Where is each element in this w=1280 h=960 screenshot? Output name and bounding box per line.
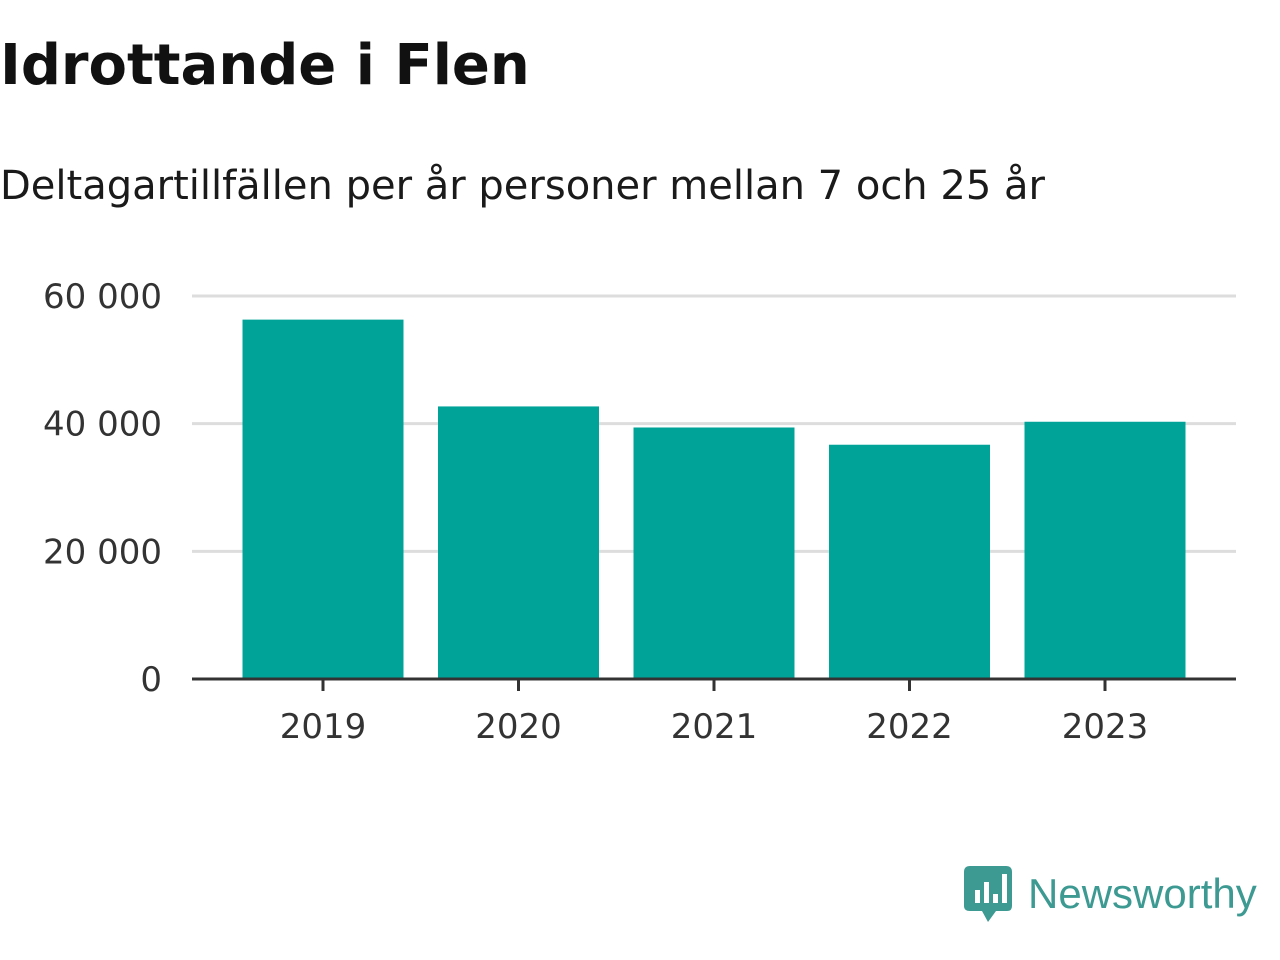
y-tick-label: 0 [140, 660, 162, 700]
brand-name: Newsworthy [1028, 870, 1257, 917]
y-tick-label: 40 000 [43, 405, 162, 445]
bar-2023 [1024, 421, 1186, 679]
y-tick-label: 60 000 [43, 277, 162, 317]
bar-2020 [438, 406, 599, 679]
chart-subtitle: Deltagartillfällen per år personer mella… [0, 163, 1045, 209]
bar-chart: 0 20 000 40 000 60 000 2019 2020 2021 2022 2023 [43, 277, 1236, 747]
axes: 0 20 000 40 000 60 000 2019 2020 2021 2022 2023 [43, 277, 1236, 747]
x-tick-label: 2019 [280, 707, 367, 747]
y-tick-label: 20 000 [43, 532, 162, 572]
x-tick-label: 2023 [1062, 707, 1149, 747]
x-tick-label: 2020 [475, 707, 562, 747]
bar-2022 [829, 444, 990, 679]
brand: Newsworthy [962, 864, 1257, 924]
bars [242, 319, 1186, 679]
bar-2021 [633, 427, 795, 679]
chart-title: Idrottande i Flen [0, 33, 530, 98]
bar-2019 [242, 319, 404, 679]
newsworthy-logo-icon [964, 866, 1012, 922]
x-tick-label: 2021 [671, 707, 758, 747]
x-tick-label: 2022 [866, 707, 953, 747]
